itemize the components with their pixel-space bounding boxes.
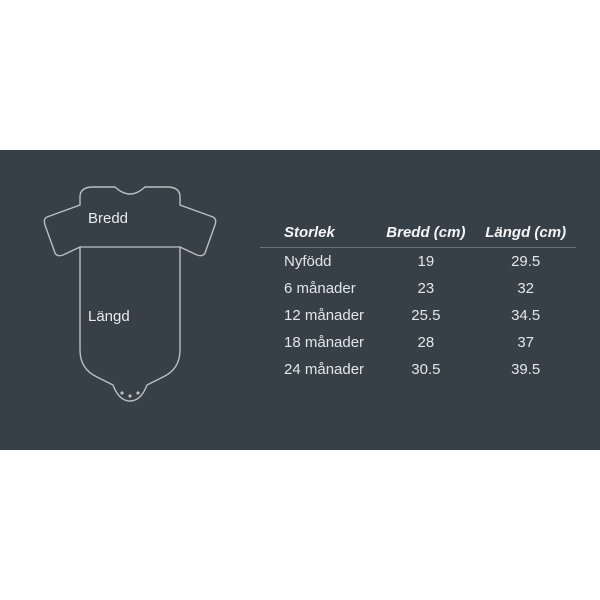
garment-diagram: Bredd Längd [0,150,260,450]
col-size: Storlek [260,218,376,248]
length-label: Längd [88,308,130,325]
table-header-row: Storlek Bredd (cm) Längd (cm) [260,218,576,248]
size-table-container: Storlek Bredd (cm) Längd (cm) Nyfödd 19 … [260,218,600,383]
width-label: Bredd [88,210,128,227]
table-body: Nyfödd 19 29.5 6 månader 23 32 12 månade… [260,247,576,383]
table-row: 18 månader 28 37 [260,329,576,356]
table-row: 24 månader 30.5 39.5 [260,356,576,383]
size-chart-panel: Bredd Längd Storlek Bredd (cm) Längd (cm… [0,150,600,450]
onesie-icon [25,175,235,425]
col-length: Längd (cm) [475,218,576,248]
col-width: Bredd (cm) [376,218,475,248]
size-table: Storlek Bredd (cm) Längd (cm) Nyfödd 19 … [260,218,576,383]
table-row: Nyfödd 19 29.5 [260,247,576,275]
table-row: 12 månader 25.5 34.5 [260,302,576,329]
table-row: 6 månader 23 32 [260,275,576,302]
